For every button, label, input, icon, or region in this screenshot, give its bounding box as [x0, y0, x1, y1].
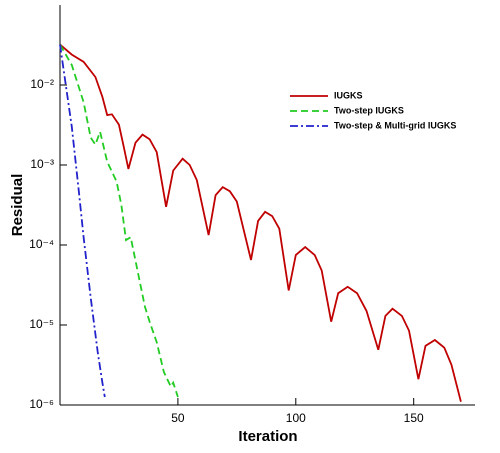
series-line [59, 44, 106, 398]
legend-label: Two-step IUGKS [334, 105, 404, 115]
y-tick-label: 10⁻⁴ [29, 237, 54, 251]
y-tick-label: 10⁻⁶ [29, 397, 54, 411]
legend-label: Two-step & Multi-grid IUGKS [334, 120, 456, 130]
x-tick-label: 150 [404, 411, 424, 425]
x-axis-label: Iteration [238, 428, 297, 445]
x-tick-label: 50 [171, 411, 185, 425]
series-line [59, 43, 462, 402]
y-axis-label: Residual [9, 174, 26, 237]
y-tick-label: 10⁻³ [30, 157, 54, 171]
y-tick-label: 10⁻⁵ [29, 317, 54, 331]
y-tick-label: 10⁻² [30, 77, 54, 91]
legend-label: IUGKS [334, 90, 363, 100]
x-tick-label: 100 [286, 411, 306, 425]
series-line [59, 44, 179, 398]
